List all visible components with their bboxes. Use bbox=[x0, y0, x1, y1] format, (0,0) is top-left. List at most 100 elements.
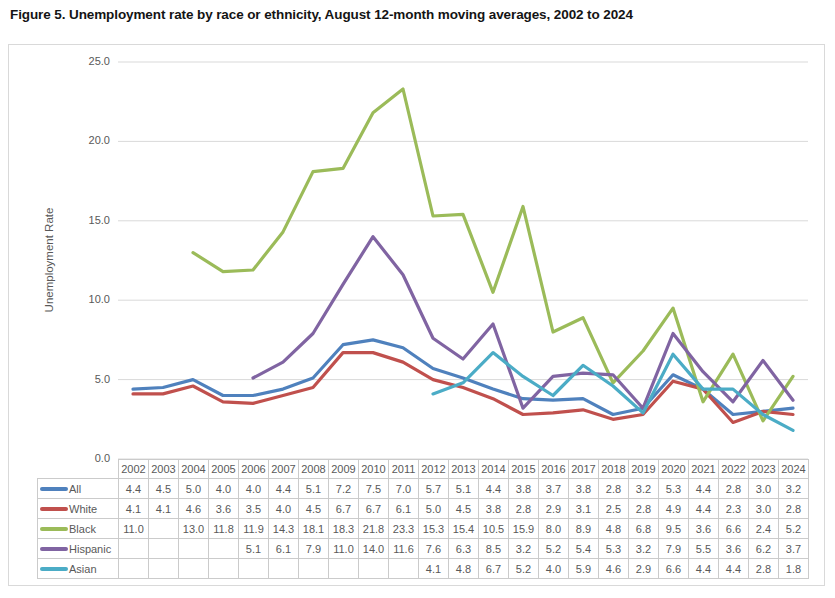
value-cell: 11.6 bbox=[389, 539, 419, 559]
value-cell: 4.5 bbox=[149, 479, 179, 499]
legend-cell-asian: Asian bbox=[38, 559, 119, 579]
legend-line-swatch bbox=[40, 527, 68, 531]
y-axis-title: Unemployment Rate bbox=[43, 208, 55, 313]
value-cell: 11.0 bbox=[329, 539, 359, 559]
value-cell: 6.8 bbox=[629, 519, 659, 539]
year-header-cell: 2009 bbox=[329, 460, 359, 479]
year-header-cell: 2014 bbox=[479, 460, 509, 479]
value-cell: 8.5 bbox=[479, 539, 509, 559]
year-header-cell: 2007 bbox=[269, 460, 299, 479]
value-cell: 10.5 bbox=[479, 519, 509, 539]
value-cell: 5.5 bbox=[689, 539, 719, 559]
year-header-cell: 2011 bbox=[389, 460, 419, 479]
value-cell: 4.1 bbox=[149, 499, 179, 519]
value-cell: 5.4 bbox=[569, 539, 599, 559]
series-line-hispanic bbox=[253, 237, 793, 409]
year-header-cell: 2020 bbox=[659, 460, 689, 479]
value-cell: 3.0 bbox=[749, 479, 779, 499]
value-cell: 4.5 bbox=[299, 499, 329, 519]
year-header-cell: 2004 bbox=[179, 460, 209, 479]
value-cell bbox=[269, 559, 299, 579]
year-header-cell: 2012 bbox=[419, 460, 449, 479]
table-row-all: All4.44.55.04.04.04.45.17.27.57.05.75.14… bbox=[38, 479, 809, 499]
year-header-cell: 2006 bbox=[239, 460, 269, 479]
value-cell: 5.2 bbox=[539, 539, 569, 559]
year-header-cell: 2015 bbox=[509, 460, 539, 479]
year-header-cell: 2005 bbox=[209, 460, 239, 479]
figure-title: Figure 5. Unemployment rate by race or e… bbox=[10, 7, 633, 22]
year-header-cell: 2017 bbox=[569, 460, 599, 479]
value-cell: 3.0 bbox=[749, 499, 779, 519]
y-axis-tick-label: 20.0 bbox=[64, 134, 110, 146]
value-cell: 5.3 bbox=[599, 539, 629, 559]
legend-line-swatch bbox=[40, 507, 68, 511]
value-cell: 2.8 bbox=[629, 499, 659, 519]
year-header-cell: 2021 bbox=[689, 460, 719, 479]
value-cell: 4.9 bbox=[659, 499, 689, 519]
value-cell: 4.5 bbox=[449, 499, 479, 519]
value-cell: 7.6 bbox=[419, 539, 449, 559]
year-header-cell: 2018 bbox=[599, 460, 629, 479]
value-cell: 6.3 bbox=[449, 539, 479, 559]
value-cell: 4.0 bbox=[239, 479, 269, 499]
legend-cell-black: Black bbox=[38, 519, 119, 539]
value-cell: 3.6 bbox=[689, 519, 719, 539]
value-cell: 4.1 bbox=[119, 499, 149, 519]
value-cell: 5.2 bbox=[779, 519, 809, 539]
year-header-cell: 2003 bbox=[149, 460, 179, 479]
value-cell: 2.8 bbox=[749, 559, 779, 579]
legend-line-swatch bbox=[40, 567, 68, 571]
series-line-white bbox=[133, 353, 793, 423]
value-cell: 3.8 bbox=[479, 499, 509, 519]
table-row-white: White4.14.14.63.63.54.04.56.76.76.15.04.… bbox=[38, 499, 809, 519]
value-cell: 6.6 bbox=[659, 559, 689, 579]
value-cell: 4.4 bbox=[689, 499, 719, 519]
value-cell: 13.0 bbox=[179, 519, 209, 539]
legend-label: White bbox=[69, 503, 97, 515]
value-cell: 3.8 bbox=[569, 479, 599, 499]
y-axis-tick-label: 5.0 bbox=[64, 373, 110, 385]
value-cell: 4.4 bbox=[689, 559, 719, 579]
value-cell: 11.8 bbox=[209, 519, 239, 539]
value-cell: 5.7 bbox=[419, 479, 449, 499]
value-cell: 18.1 bbox=[299, 519, 329, 539]
value-cell: 15.9 bbox=[509, 519, 539, 539]
value-cell bbox=[149, 519, 179, 539]
table-row-asian: Asian4.14.86.75.24.05.94.62.96.64.44.42.… bbox=[38, 559, 809, 579]
year-header-cell: 2024 bbox=[779, 460, 809, 479]
value-cell: 14.3 bbox=[269, 519, 299, 539]
legend-label: Asian bbox=[69, 563, 97, 575]
table-row-black: Black11.013.011.811.914.318.118.321.823.… bbox=[38, 519, 809, 539]
value-cell: 5.1 bbox=[239, 539, 269, 559]
value-cell: 8.9 bbox=[569, 519, 599, 539]
value-cell: 3.5 bbox=[239, 499, 269, 519]
value-cell: 23.3 bbox=[389, 519, 419, 539]
value-cell: 6.1 bbox=[269, 539, 299, 559]
value-cell bbox=[359, 559, 389, 579]
legend-line-swatch bbox=[40, 487, 68, 491]
value-cell: 3.2 bbox=[779, 479, 809, 499]
year-header-cell: 2016 bbox=[539, 460, 569, 479]
value-cell: 15.4 bbox=[449, 519, 479, 539]
value-cell: 3.7 bbox=[779, 539, 809, 559]
value-cell: 3.7 bbox=[539, 479, 569, 499]
value-cell: 2.9 bbox=[539, 499, 569, 519]
value-cell bbox=[329, 559, 359, 579]
year-header-cell: 2022 bbox=[719, 460, 749, 479]
value-cell: 11.0 bbox=[119, 519, 149, 539]
value-cell bbox=[209, 559, 239, 579]
value-cell bbox=[179, 539, 209, 559]
value-cell: 3.2 bbox=[629, 479, 659, 499]
table-corner-cell bbox=[38, 460, 119, 479]
value-cell: 7.9 bbox=[659, 539, 689, 559]
value-cell: 7.2 bbox=[329, 479, 359, 499]
value-cell: 7.9 bbox=[299, 539, 329, 559]
value-cell: 5.1 bbox=[299, 479, 329, 499]
value-cell: 2.8 bbox=[719, 479, 749, 499]
legend-cell-all: All bbox=[38, 479, 119, 499]
value-cell: 5.3 bbox=[659, 479, 689, 499]
value-cell: 1.8 bbox=[779, 559, 809, 579]
value-cell: 6.1 bbox=[389, 499, 419, 519]
year-header-cell: 2013 bbox=[449, 460, 479, 479]
legend-cell-hispanic: Hispanic bbox=[38, 539, 119, 559]
